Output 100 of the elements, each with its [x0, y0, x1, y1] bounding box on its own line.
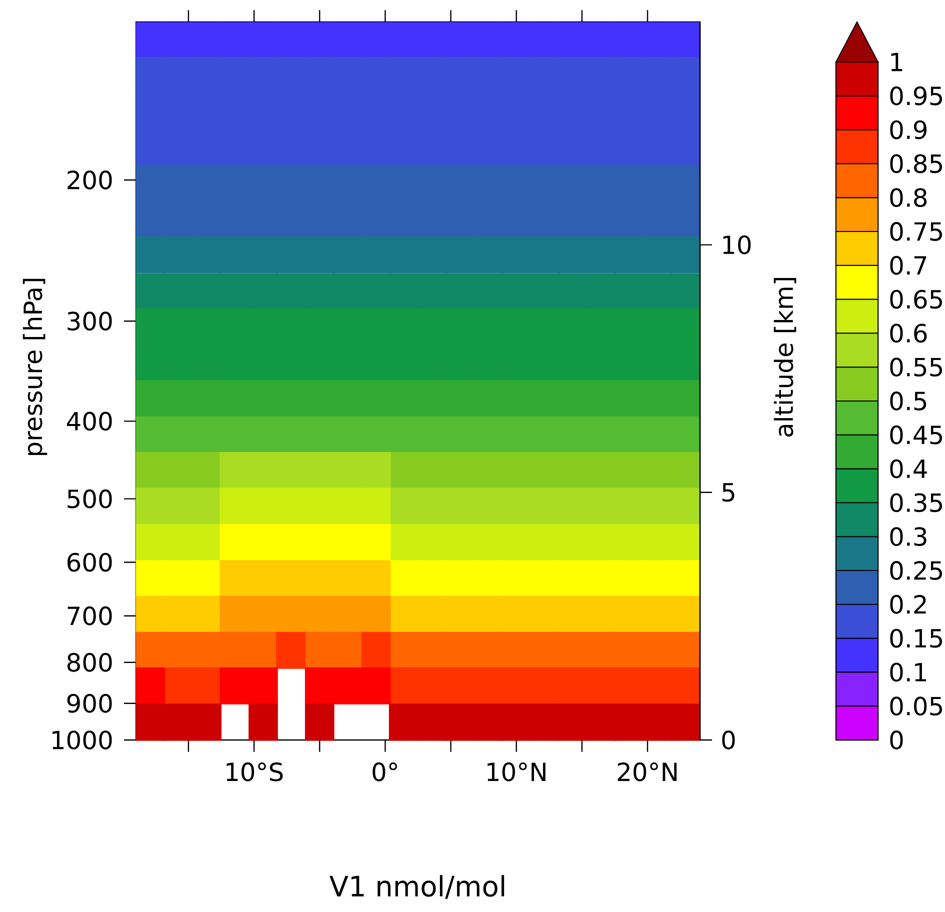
point	[586, 560, 616, 598]
color-bar-label: 0.95	[890, 86, 942, 106]
point	[361, 488, 391, 525]
point	[502, 704, 532, 741]
color-bar-label: 0.2	[890, 594, 926, 614]
point	[643, 632, 673, 669]
point	[276, 596, 306, 633]
point	[248, 128, 278, 166]
point	[418, 416, 448, 454]
point	[276, 128, 306, 166]
point	[136, 236, 166, 274]
y-axis-title: pressure [hPa]	[22, 278, 48, 455]
point	[136, 200, 166, 238]
point	[530, 704, 560, 741]
point	[220, 488, 250, 525]
y2-tick-label: 0	[722, 730, 735, 750]
point	[670, 596, 700, 633]
point	[388, 308, 418, 346]
point	[220, 308, 250, 346]
point	[388, 164, 418, 202]
point	[248, 164, 278, 202]
point	[276, 560, 306, 598]
point	[445, 560, 475, 598]
point	[558, 416, 588, 454]
point	[418, 560, 448, 598]
point	[614, 164, 644, 202]
point	[502, 524, 532, 562]
point	[220, 560, 250, 598]
point	[445, 128, 475, 166]
point	[136, 92, 166, 130]
point	[670, 128, 700, 166]
point	[136, 704, 166, 741]
point	[361, 596, 391, 633]
point	[586, 524, 616, 562]
point	[304, 200, 334, 238]
point	[332, 236, 362, 274]
point	[248, 236, 278, 274]
point	[445, 704, 475, 741]
point	[445, 488, 475, 525]
point	[220, 56, 250, 94]
point	[332, 200, 362, 238]
point	[192, 308, 222, 346]
color-bar-label: 0	[890, 730, 903, 750]
text: V1 nmol/mol	[330, 875, 504, 899]
point	[502, 560, 532, 598]
color-bar-label: 0.8	[890, 188, 927, 208]
point	[670, 667, 700, 704]
point	[586, 56, 616, 94]
point	[614, 308, 644, 346]
point	[304, 667, 334, 704]
color-bar-label: 1	[891, 52, 902, 72]
point	[530, 56, 560, 94]
point	[670, 704, 700, 741]
point	[502, 667, 532, 704]
point	[136, 128, 166, 166]
point	[643, 164, 673, 202]
point	[614, 56, 644, 94]
point	[220, 380, 250, 418]
point	[586, 200, 616, 238]
point	[163, 236, 193, 274]
point	[474, 344, 504, 382]
point	[192, 488, 222, 525]
point	[220, 200, 250, 238]
point	[418, 452, 448, 490]
point	[502, 596, 532, 633]
point	[558, 524, 588, 562]
point	[474, 128, 504, 166]
point	[418, 56, 448, 94]
point	[163, 56, 193, 94]
point	[192, 128, 222, 166]
color-bar-label: 0.3	[890, 527, 926, 546]
point	[445, 667, 475, 704]
point	[192, 632, 222, 669]
point	[418, 308, 448, 346]
point	[332, 667, 362, 704]
point	[558, 560, 588, 598]
point	[248, 56, 278, 94]
point	[304, 164, 334, 202]
point	[388, 380, 418, 418]
point	[388, 416, 418, 454]
point	[445, 452, 475, 490]
point	[388, 200, 418, 238]
point	[530, 344, 560, 382]
point	[136, 524, 166, 562]
point	[163, 632, 193, 669]
point	[643, 308, 673, 346]
point	[276, 416, 306, 454]
point	[388, 128, 418, 166]
point	[474, 56, 504, 94]
point	[502, 344, 532, 382]
x-tick-label: 20°N	[618, 762, 677, 782]
point	[248, 560, 278, 598]
point	[643, 344, 673, 382]
point	[361, 200, 391, 238]
point	[220, 596, 250, 633]
point	[558, 452, 588, 490]
point	[474, 236, 504, 274]
point	[586, 416, 616, 454]
point	[248, 452, 278, 490]
point	[558, 128, 588, 166]
